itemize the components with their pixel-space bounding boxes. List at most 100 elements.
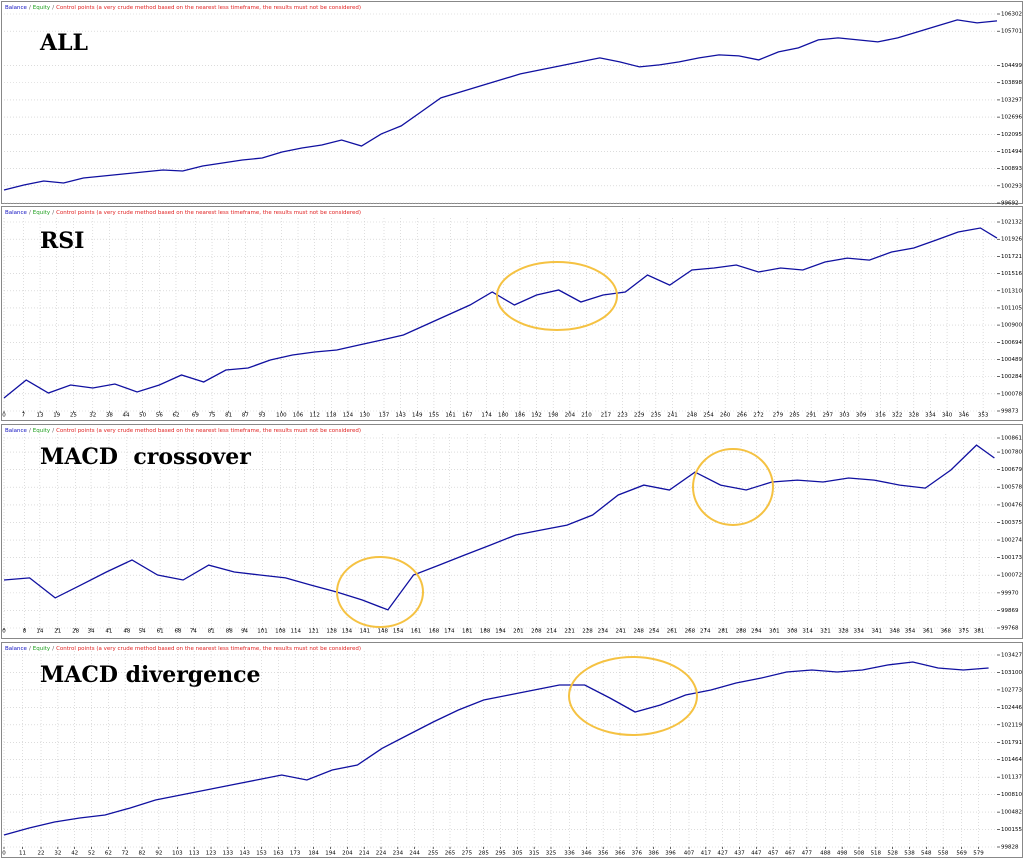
y-tick-label: 99828: [1001, 845, 1019, 851]
x-tick-label: 376: [632, 851, 643, 857]
x-tick-label: 314: [802, 629, 813, 635]
legend-separator: /: [29, 5, 31, 11]
x-tick-label: 74: [190, 629, 197, 635]
x-tick-label: 19: [53, 413, 60, 419]
x-tick-label: 214: [546, 629, 557, 635]
y-tick-label: 103427: [1001, 653, 1022, 659]
y-tick-label: 102696: [1001, 115, 1022, 121]
x-tick-label: 303: [839, 413, 850, 419]
legend-entry: Balance: [5, 210, 28, 216]
legend: Balance / Equity / Control points (a very cr…: [5, 5, 361, 11]
y-tick-label: 103100: [1001, 670, 1022, 676]
x-tick-label: 305: [512, 851, 523, 857]
x-tick-label: 61: [157, 629, 164, 635]
x-tick-label: 56: [156, 413, 163, 419]
y-tick-label: 101926: [1001, 237, 1022, 243]
x-tick-label: 44: [123, 413, 130, 419]
x-tick-label: 54: [139, 629, 146, 635]
x-tick-label: 14: [36, 629, 43, 635]
x-tick-label: 62: [105, 851, 112, 857]
x-tick-label: 82: [139, 851, 146, 857]
x-tick-label: 291: [806, 413, 817, 419]
x-tick-label: 28: [72, 629, 79, 635]
x-tick-label: 167: [462, 413, 473, 419]
panel-frame: [1, 206, 1023, 421]
x-tick-label: 437: [734, 851, 745, 857]
panel-frame: [1, 642, 1023, 858]
y-tick-label: 100489: [1001, 357, 1022, 363]
x-tick-label: 0: [2, 629, 6, 635]
x-tick-label: 181: [462, 629, 473, 635]
x-tick-label: 348: [889, 629, 900, 635]
x-tick-label: 121: [308, 629, 319, 635]
x-tick-label: 265: [445, 851, 456, 857]
x-tick-label: 41: [105, 629, 112, 635]
y-tick-label: 103898: [1001, 80, 1022, 86]
x-tick-label: 69: [192, 413, 199, 419]
y-tick-label: 99970: [1001, 590, 1019, 596]
x-tick-label: 353: [978, 413, 989, 419]
legend-entry: Control points (a very crude method base…: [56, 646, 361, 652]
highlight-ellipse: [568, 656, 698, 736]
x-tick-label: 75: [209, 413, 216, 419]
x-tick-label: 11: [19, 851, 26, 857]
x-tick-label: 173: [290, 851, 301, 857]
x-tick-label: 123: [206, 851, 217, 857]
x-tick-label: 124: [343, 413, 354, 419]
x-tick-label: 346: [958, 413, 969, 419]
legend: Balance / Equity / Control points (a very cr…: [5, 646, 361, 652]
x-tick-label: 255: [428, 851, 439, 857]
x-tick-label: 137: [379, 413, 390, 419]
legend-separator: /: [29, 646, 31, 652]
x-tick-label: 488: [820, 851, 831, 857]
x-tick-label: 88: [226, 629, 233, 635]
y-tick-label: 100893: [1001, 166, 1022, 172]
x-tick-label: 579: [973, 851, 984, 857]
x-tick-label: 128: [326, 629, 337, 635]
x-tick-label: 328: [838, 629, 849, 635]
y-tick-label: 100482: [1001, 810, 1022, 816]
legend-entry: Balance: [5, 646, 28, 652]
x-tick-label: 447: [751, 851, 762, 857]
x-tick-label: 229: [634, 413, 645, 419]
x-tick-label: 346: [581, 851, 592, 857]
x-tick-label: 427: [717, 851, 728, 857]
panel-title: RSI: [40, 228, 84, 254]
y-tick-label: 100274: [1001, 538, 1022, 544]
y-tick-label: 101494: [1001, 149, 1022, 155]
x-tick-label: 336: [564, 851, 575, 857]
legend-entry: Equity: [33, 646, 51, 652]
y-tick-label: 101310: [1001, 288, 1022, 294]
y-tick-label: 99768: [1001, 626, 1019, 632]
x-tick-label: 0: [2, 413, 6, 419]
highlight-ellipse: [336, 556, 424, 628]
legend-separator: /: [29, 210, 31, 216]
x-tick-label: 7: [22, 413, 26, 419]
x-tick-label: 186: [515, 413, 526, 419]
x-tick-label: 168: [429, 629, 440, 635]
x-tick-label: 163: [273, 851, 284, 857]
x-tick-label: 241: [616, 629, 627, 635]
x-tick-label: 188: [480, 629, 491, 635]
x-tick-label: 281: [718, 629, 729, 635]
y-tick-label: 100679: [1001, 467, 1022, 473]
x-tick-label: 538: [904, 851, 915, 857]
x-tick-label: 0: [2, 851, 6, 857]
x-tick-label: 381: [974, 629, 985, 635]
x-tick-label: 241: [667, 413, 678, 419]
x-tick-label: 68: [175, 629, 182, 635]
x-tick-label: 498: [837, 851, 848, 857]
x-tick-label: 42: [71, 851, 78, 857]
x-tick-label: 417: [701, 851, 712, 857]
x-tick-label: 315: [529, 851, 540, 857]
y-tick-label: 100780: [1001, 450, 1022, 456]
x-tick-label: 101: [257, 629, 268, 635]
x-tick-label: 221: [564, 629, 575, 635]
x-tick-label: 285: [789, 413, 800, 419]
x-tick-label: 548: [921, 851, 932, 857]
x-tick-label: 235: [651, 413, 662, 419]
x-tick-label: 214: [359, 851, 370, 857]
legend-entry: Balance: [5, 428, 28, 434]
x-tick-label: 368: [941, 629, 952, 635]
